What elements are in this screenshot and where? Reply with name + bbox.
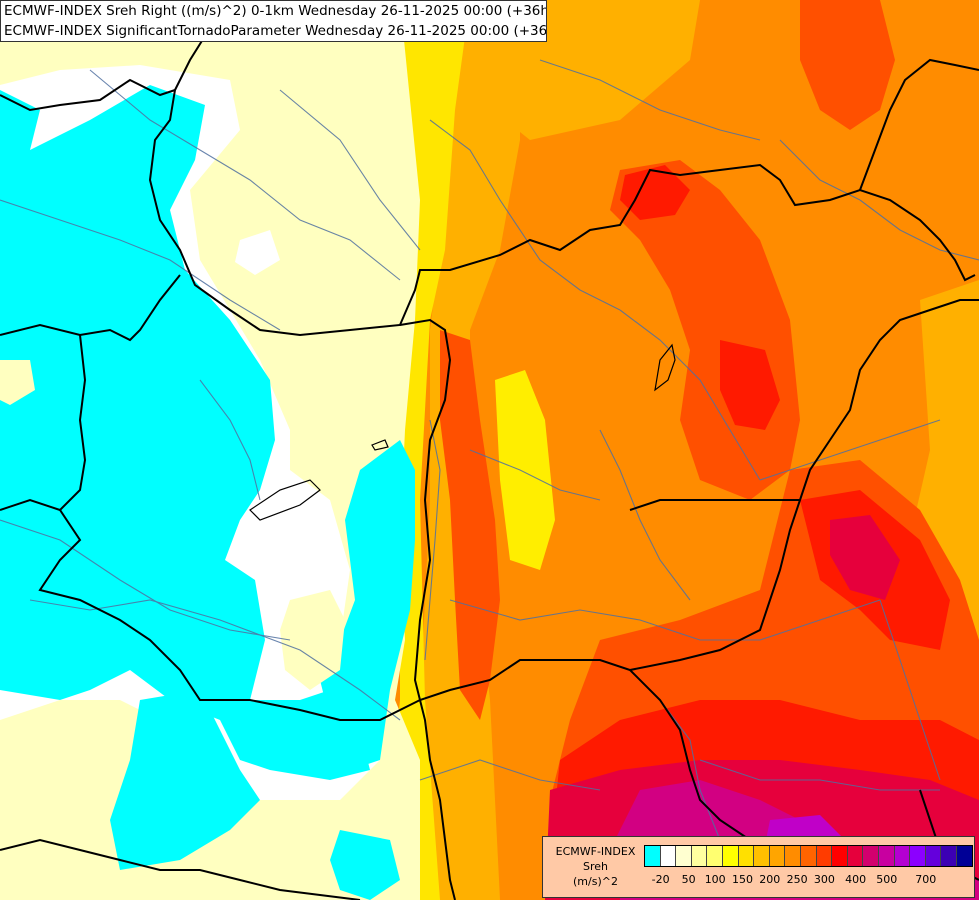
legend-swatch: [754, 846, 770, 866]
color-legend: ECMWF-INDEX Sreh (m/s)^2 -20 50 100 150 200 2…: [542, 836, 975, 898]
title-line-1: ECMWF-INDEX Sreh Right ((m/s)^2) 0-1km W…: [4, 3, 547, 19]
legend-swatch: [894, 846, 911, 866]
legend-swatch: [660, 846, 677, 866]
legend-swatch: [800, 846, 817, 866]
lakes: [249, 343, 676, 521]
legend-swatch: [676, 846, 692, 866]
title-line-2: ECMWF-INDEX SignificantTornadoParameter …: [4, 23, 547, 39]
field-yellow-inner: [495, 370, 555, 570]
legend-swatch: [910, 846, 926, 866]
legend-swatch: [645, 846, 661, 866]
field-white-patch: [235, 230, 280, 275]
legend-tick-label: -20: [651, 873, 670, 886]
legend-swatch: [707, 846, 723, 866]
legend-swatch: [878, 846, 895, 866]
field-cyan-southeast: [330, 830, 400, 900]
legend-swatch: [691, 846, 708, 866]
legend-tick-label: 150: [732, 873, 753, 886]
legend-tick-label: 700: [915, 873, 937, 886]
legend-label-line-2: Sreh: [582, 860, 608, 873]
legend-swatch: [785, 846, 801, 866]
legend-swatch: [832, 846, 848, 866]
field-pale-islands: [0, 360, 345, 830]
legend-tick-label: 300: [813, 873, 835, 886]
legend-swatch: [769, 846, 786, 866]
legend-label-line-1: ECMWF-INDEX: [555, 845, 636, 858]
legend-tick-label: 50: [681, 873, 696, 886]
legend-swatch: [816, 846, 833, 866]
legend-tick-label: 500: [876, 873, 898, 886]
legend-swatch: [925, 846, 942, 866]
map-title-box: ECMWF-INDEX Sreh Right ((m/s)^2) 0-1km W…: [0, 0, 547, 42]
legend-tick-label: 400: [845, 873, 867, 886]
field-red-north: [620, 165, 690, 220]
legend-swatch: [847, 846, 864, 866]
legend-ticks: -20 50 100 150 200 250 300 400 500 700: [645, 873, 975, 889]
legend-swatch: [956, 846, 973, 866]
field-cyan-south: [110, 690, 260, 870]
legend-label-line-3: (m/s)^2: [573, 875, 618, 888]
legend-swatch: [941, 846, 957, 866]
legend-tick-label: 100: [704, 873, 726, 886]
legend-swatch: [722, 846, 739, 866]
legend-tick-label: 250: [786, 873, 808, 886]
legend-swatch: [738, 846, 755, 866]
field-cyan-east: [320, 440, 415, 770]
rivers: [0, 59, 979, 881]
legend-label: ECMWF-INDEX Sreh (m/s)^2: [548, 844, 643, 889]
legend-swatch: [863, 846, 879, 866]
legend-tick-label: 200: [759, 873, 781, 886]
field-red-mid: [720, 340, 780, 430]
legend-swatches: [644, 845, 974, 867]
field-red-orange-north: [800, 0, 895, 130]
field-red-orange-band: [440, 330, 500, 720]
